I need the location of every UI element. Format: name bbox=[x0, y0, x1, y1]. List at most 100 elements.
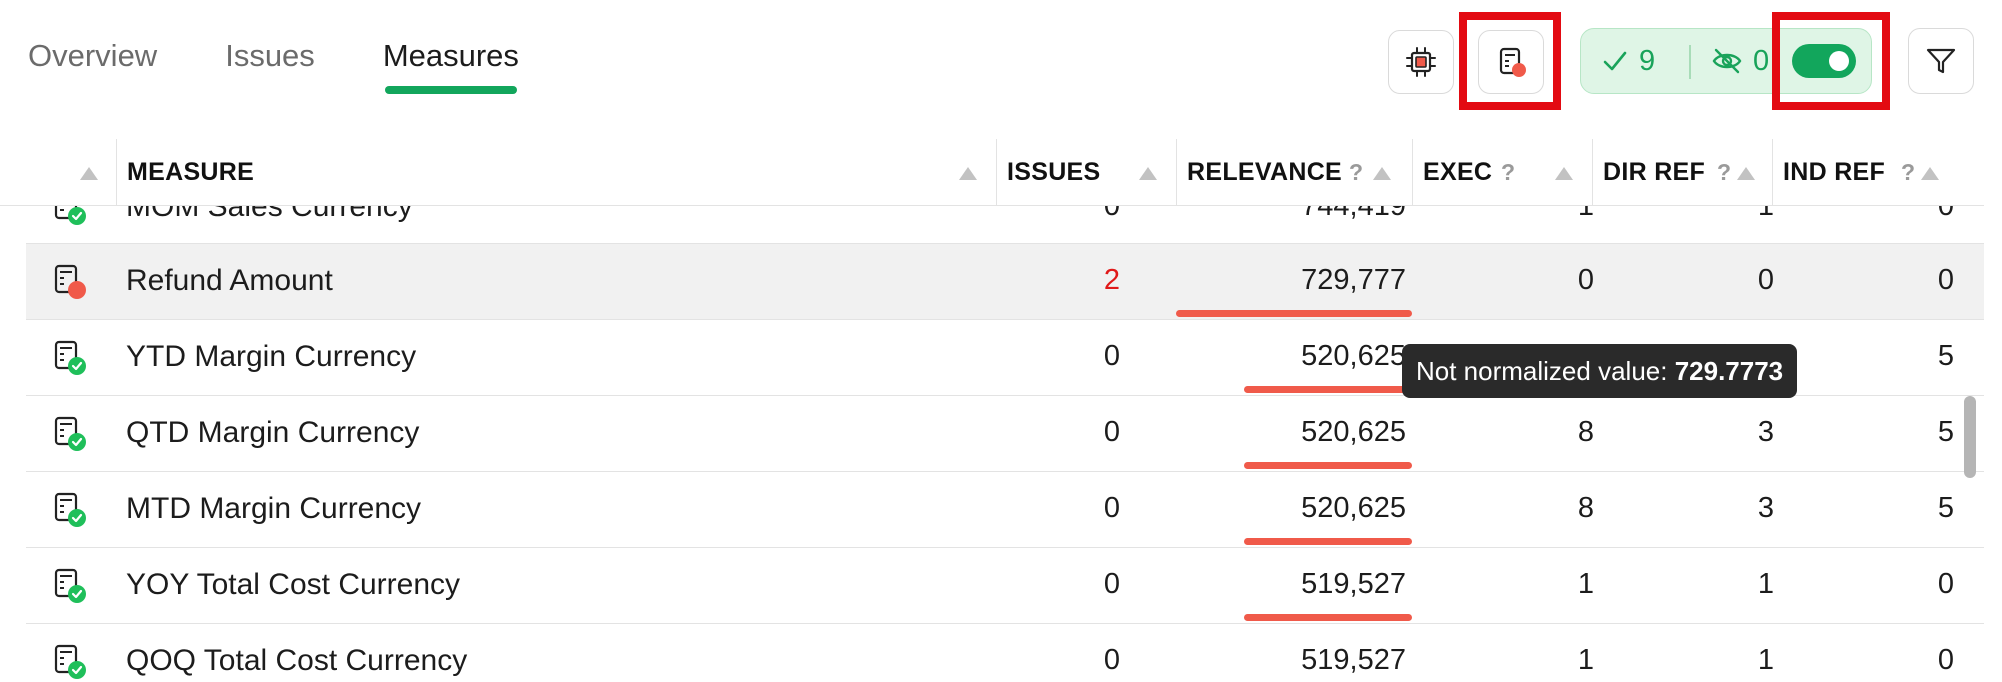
measure-name: QTD Margin Currency bbox=[126, 416, 420, 449]
relevance-bar bbox=[1244, 614, 1412, 621]
ind-ref-value: 0 bbox=[1937, 206, 1954, 222]
table-row[interactable]: YTD Margin Currency 0 520,625 5 bbox=[26, 320, 1984, 396]
relevance-tooltip: Not normalized value: 729.7773 bbox=[1402, 344, 1798, 398]
exec-value: 0 bbox=[1577, 264, 1594, 296]
table-row[interactable]: QTD Margin Currency 0 520,625 8 3 5 bbox=[26, 396, 1984, 472]
table-row[interactable]: MOM Sales Currency 0 744,419 1 1 0 bbox=[26, 206, 1984, 251]
header-issues[interactable]: ISSUES bbox=[996, 139, 1176, 205]
sort-icon[interactable] bbox=[959, 167, 977, 180]
measure-name: Refund Amount bbox=[126, 264, 333, 297]
header-dir-ref-label: DIR REF bbox=[1603, 158, 1706, 186]
passed-filter[interactable]: 9 bbox=[1601, 29, 1655, 93]
help-icon[interactable]: ? bbox=[1717, 159, 1732, 185]
ind-ref-value: 5 bbox=[1937, 416, 1954, 448]
relevance-value: 520,625 bbox=[1301, 340, 1406, 372]
relevance-value: 519,527 bbox=[1301, 644, 1406, 676]
header-relevance-label: RELEVANCE bbox=[1187, 158, 1343, 186]
tab-bar: Overview Issues Measures bbox=[28, 30, 587, 100]
measure-ok-icon bbox=[54, 644, 86, 679]
exec-value: 1 bbox=[1577, 644, 1594, 676]
ind-ref-value: 0 bbox=[1937, 568, 1954, 600]
dir-ref-value: 1 bbox=[1757, 644, 1774, 676]
divider bbox=[1689, 45, 1691, 79]
measure-name: MTD Margin Currency bbox=[126, 492, 422, 525]
relevance-bar bbox=[1244, 462, 1412, 469]
dir-ref-value: 1 bbox=[1757, 206, 1774, 222]
measure-error-icon bbox=[54, 264, 86, 299]
table-row[interactable]: MTD Margin Currency 0 520,625 8 3 5 bbox=[26, 472, 1984, 548]
funnel-icon bbox=[1926, 48, 1956, 74]
table-header: MEASURE ISSUES RELEVANCE ? EXEC ? DIR RE… bbox=[0, 139, 1984, 206]
tab-issues[interactable]: Issues bbox=[225, 38, 315, 73]
sort-icon[interactable] bbox=[1921, 167, 1939, 180]
table-body: MOM Sales Currency 0 744,419 1 1 0 Refun… bbox=[26, 206, 1984, 682]
header-relevance[interactable]: RELEVANCE ? bbox=[1176, 139, 1412, 205]
exec-value: 1 bbox=[1577, 206, 1594, 222]
measure-error-filter-button[interactable] bbox=[1478, 30, 1544, 94]
header-issues-label: ISSUES bbox=[1007, 158, 1101, 186]
exec-value: 8 bbox=[1577, 492, 1594, 524]
help-icon[interactable]: ? bbox=[1901, 159, 1916, 185]
table-row[interactable]: YOY Total Cost Currency 0 519,527 1 1 0 bbox=[26, 548, 1984, 624]
sort-icon[interactable] bbox=[1737, 167, 1755, 180]
measure-ok-icon bbox=[54, 206, 86, 225]
ind-ref-value: 5 bbox=[1937, 340, 1954, 372]
sort-icon[interactable] bbox=[1373, 167, 1391, 180]
relevance-value: 520,625 bbox=[1301, 416, 1406, 448]
tab-overview[interactable]: Overview bbox=[28, 38, 158, 73]
relevance-value: 729,777 bbox=[1301, 264, 1406, 296]
header-icon-column[interactable] bbox=[26, 139, 116, 205]
exec-value: 8 bbox=[1577, 416, 1594, 448]
issues-value: 0 bbox=[1103, 416, 1120, 448]
header-dir-ref[interactable]: DIR REF ? bbox=[1592, 139, 1772, 205]
measure-name: YTD Margin Currency bbox=[126, 340, 417, 373]
calculator-error-icon bbox=[1499, 47, 1526, 77]
filter-button[interactable] bbox=[1908, 28, 1974, 94]
measure-name: MOM Sales Currency bbox=[126, 206, 413, 223]
measure-name: QOQ Total Cost Currency bbox=[126, 644, 468, 677]
measure-ok-icon bbox=[54, 492, 86, 527]
issues-value: 0 bbox=[1103, 492, 1120, 524]
dir-ref-value: 3 bbox=[1757, 416, 1774, 448]
issues-value: 0 bbox=[1103, 644, 1120, 676]
vertical-scrollbar[interactable] bbox=[1964, 396, 1976, 478]
table-row[interactable]: QOQ Total Cost Currency 0 519,527 1 1 0 bbox=[26, 624, 1984, 682]
issues-value: 0 bbox=[1103, 206, 1120, 222]
tooltip-value: 729.7773 bbox=[1674, 356, 1784, 386]
header-ind-ref[interactable]: IND REF ? bbox=[1772, 139, 1958, 205]
relevance-bar bbox=[1244, 386, 1412, 393]
processor-filter-button[interactable] bbox=[1388, 30, 1454, 94]
check-icon bbox=[1603, 51, 1627, 71]
table-row[interactable]: Refund Amount 2 729,777 0 0 0 bbox=[26, 244, 1984, 320]
eye-off-icon bbox=[1712, 48, 1742, 74]
exec-value: 1 bbox=[1577, 568, 1594, 600]
tooltip-label: Not normalized value: bbox=[1416, 356, 1668, 386]
header-ind-ref-label: IND REF bbox=[1783, 158, 1886, 186]
hidden-filter[interactable]: 0 bbox=[1711, 29, 1769, 93]
tab-measures[interactable]: Measures bbox=[383, 30, 519, 100]
dir-ref-value: 1 bbox=[1757, 568, 1774, 600]
measure-ok-icon bbox=[54, 340, 86, 375]
sort-icon[interactable] bbox=[1555, 167, 1573, 180]
header-exec-label: EXEC bbox=[1423, 158, 1493, 186]
dir-ref-value: 0 bbox=[1757, 264, 1774, 296]
header-measure[interactable]: MEASURE bbox=[116, 139, 996, 205]
issues-value: 0 bbox=[1103, 340, 1120, 372]
hidden-count: 0 bbox=[1753, 44, 1770, 77]
relevance-bar bbox=[1244, 538, 1412, 545]
header-measure-label: MEASURE bbox=[127, 158, 255, 186]
help-icon[interactable]: ? bbox=[1501, 159, 1516, 185]
relevance-value: 520,625 bbox=[1301, 492, 1406, 524]
measure-ok-icon bbox=[54, 416, 86, 451]
sort-icon[interactable] bbox=[1139, 167, 1157, 180]
relevance-value: 744,419 bbox=[1301, 206, 1406, 222]
ind-ref-value: 5 bbox=[1937, 492, 1954, 524]
help-icon[interactable]: ? bbox=[1349, 159, 1364, 185]
visibility-toggle[interactable] bbox=[1792, 44, 1856, 78]
measure-ok-icon bbox=[54, 568, 86, 603]
dir-ref-value: 3 bbox=[1757, 492, 1774, 524]
header-exec[interactable]: EXEC ? bbox=[1412, 139, 1592, 205]
ind-ref-value: 0 bbox=[1937, 644, 1954, 676]
sort-icon[interactable] bbox=[80, 167, 98, 180]
issues-value[interactable]: 2 bbox=[1103, 264, 1120, 296]
